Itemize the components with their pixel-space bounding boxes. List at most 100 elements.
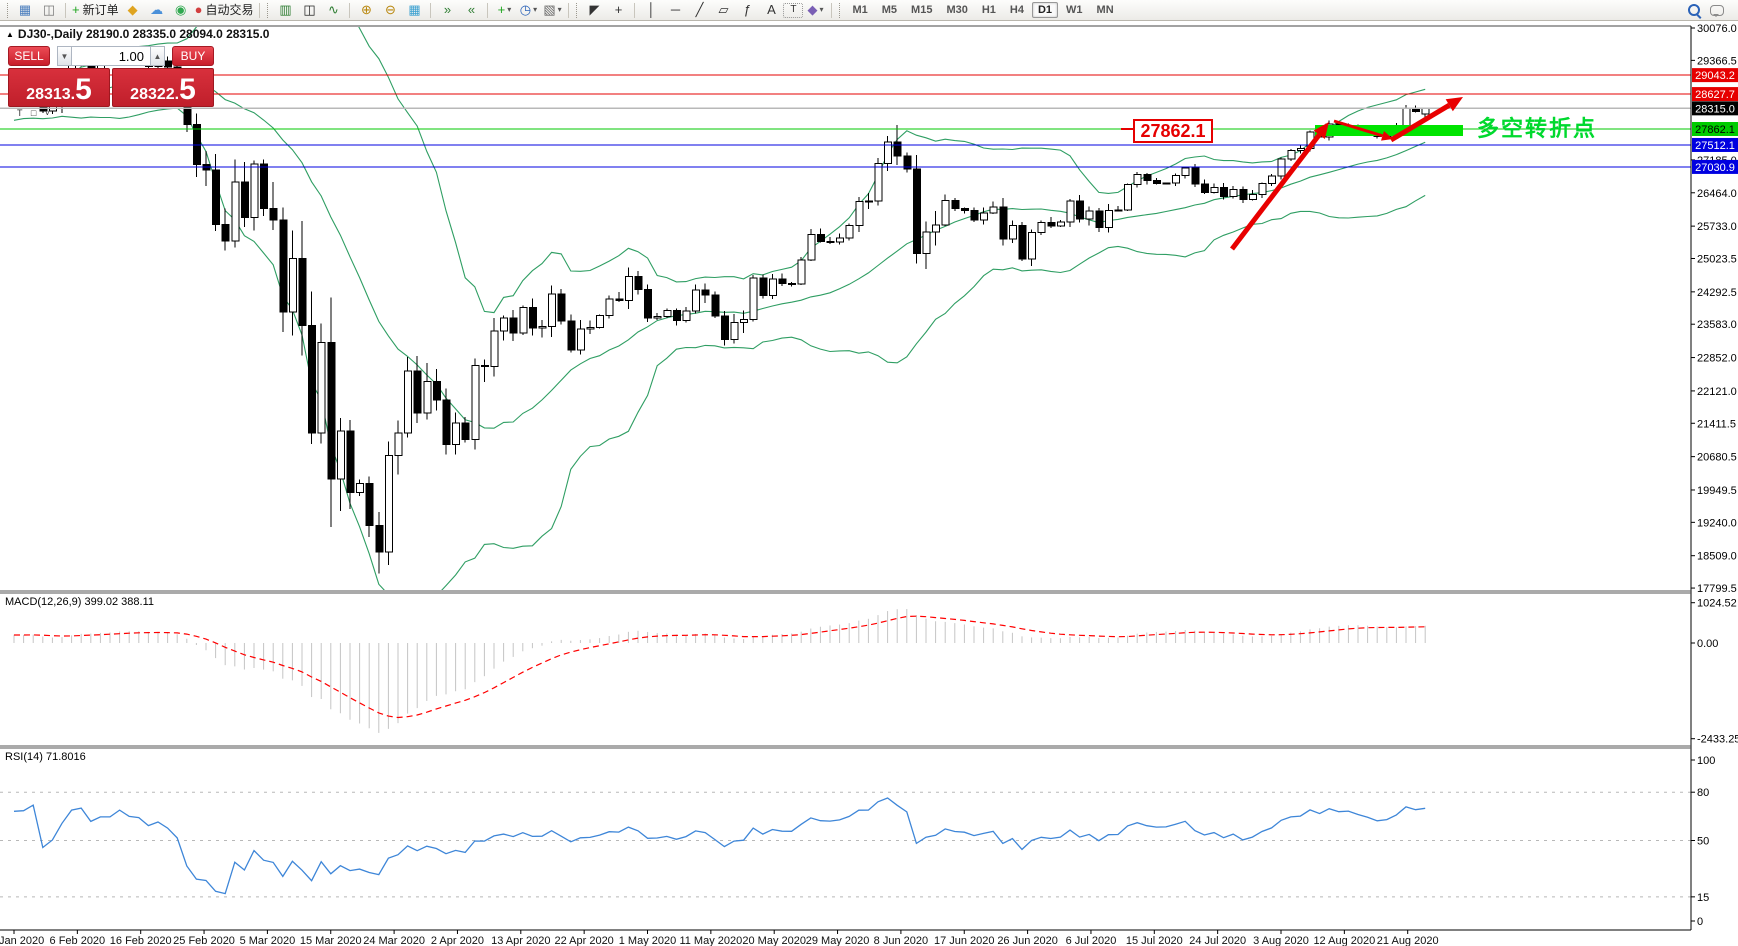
indicators-icon[interactable]: + ▾ xyxy=(492,1,516,19)
cursor-icon[interactable]: ◤ xyxy=(582,1,606,19)
svg-text:28 Jan 2020: 28 Jan 2020 xyxy=(0,935,44,946)
profiles-icon[interactable]: ◫ xyxy=(37,1,61,19)
svg-text:1 May 2020: 1 May 2020 xyxy=(619,935,676,946)
svg-text:2 Apr 2020: 2 Apr 2020 xyxy=(431,935,484,946)
deposit-icon[interactable]: ◆ xyxy=(121,1,145,19)
collapse-arrow-icon[interactable]: ▲ xyxy=(6,29,14,39)
buy-price-main: 28322 xyxy=(130,86,175,103)
timeframe-m30[interactable]: M30 xyxy=(946,4,968,16)
trendline-icon[interactable]: ╱ xyxy=(687,1,711,19)
autotrading-button-label: 自动交易 xyxy=(205,3,254,17)
volume-input[interactable] xyxy=(72,46,150,66)
svg-text:21411.5: 21411.5 xyxy=(1697,418,1736,430)
svg-text:26464.0: 26464.0 xyxy=(1697,188,1737,200)
zoom-in-icon: ⊕ xyxy=(361,2,372,17)
horizontal-line-icon: ─ xyxy=(670,2,681,17)
toolbar-separator xyxy=(634,2,636,18)
svg-text:5 Mar 2020: 5 Mar 2020 xyxy=(240,935,296,946)
svg-text:3 Aug 2020: 3 Aug 2020 xyxy=(1253,935,1309,946)
svg-text:15 Mar 2020: 15 Mar 2020 xyxy=(300,935,362,946)
line-chart-mode-icon[interactable]: ∿ xyxy=(321,1,345,19)
svg-text:28315.0: 28315.0 xyxy=(1695,103,1735,115)
sell-price-pips: 5 xyxy=(75,73,92,107)
bar-chart-mode-icon[interactable]: ▥ xyxy=(273,1,297,19)
periods-icon: ◷ xyxy=(519,2,532,17)
toolbar-separator xyxy=(831,2,833,18)
svg-text:27512.1: 27512.1 xyxy=(1695,140,1735,152)
cursor-icon: ◤ xyxy=(589,2,600,17)
community-icon[interactable]: ☁ xyxy=(145,1,169,19)
timeframe-h1[interactable]: H1 xyxy=(981,4,996,16)
buy-button[interactable]: BUY xyxy=(172,46,214,66)
zoom-out-icon: ⊖ xyxy=(385,2,396,17)
timeframe-mn[interactable]: MN xyxy=(1096,4,1114,16)
dropdown-arrow-icon[interactable]: ▾ xyxy=(507,5,512,14)
vertical-line-icon: │ xyxy=(647,2,656,17)
toolbar-separator xyxy=(568,2,570,18)
price-annotation-box[interactable]: 27862.1 xyxy=(1133,119,1213,143)
timeframe-w1[interactable]: W1 xyxy=(1066,4,1083,16)
timeframe-m5[interactable]: M5 xyxy=(881,4,898,16)
buy-price-box[interactable]: 28322. 5 xyxy=(112,68,214,107)
svg-text:17 Jun 2020: 17 Jun 2020 xyxy=(934,935,995,946)
new-order-button[interactable]: + 新订单 xyxy=(70,1,121,19)
indicators-icon: + xyxy=(497,2,506,17)
toolbar-separator xyxy=(349,2,351,18)
equidistant-channel-icon[interactable]: ▱ xyxy=(711,1,735,19)
templates-icon: ▧ xyxy=(543,2,556,17)
object-anchor-marks[interactable]: T □ ˅ xyxy=(17,108,54,118)
periods-icon[interactable]: ◷ ▾ xyxy=(516,1,540,19)
svg-text:11 May 2020: 11 May 2020 xyxy=(679,935,742,946)
zoom-in-icon[interactable]: ⊕ xyxy=(354,1,378,19)
equidistant-channel-icon: ▱ xyxy=(718,2,729,17)
timeframe-h4[interactable]: H4 xyxy=(1009,4,1024,16)
svg-text:20 May 2020: 20 May 2020 xyxy=(742,935,806,946)
shapes-icon[interactable]: ◆ ▾ xyxy=(803,1,827,19)
text-icon: A xyxy=(767,2,776,17)
text-label-icon[interactable]: T xyxy=(783,2,804,18)
dropdown-arrow-icon[interactable]: ▾ xyxy=(533,5,538,14)
text-icon[interactable]: A xyxy=(759,1,783,19)
timeframe-d1[interactable]: D1 xyxy=(1031,2,1059,18)
sell-button[interactable]: SELL xyxy=(8,46,50,66)
macd-indicator-label: MACD(12,26,9) 399.02 388.11 xyxy=(5,596,154,608)
volume-decrease-button[interactable]: ▼ xyxy=(57,46,72,66)
fibonacci-icon[interactable]: ƒ xyxy=(735,1,759,19)
svg-text:80: 80 xyxy=(1697,787,1709,799)
tile-windows-icon[interactable]: ▦ xyxy=(402,1,426,19)
toolbar-separator xyxy=(259,2,261,18)
candlestick-mode-icon[interactable]: ◫ xyxy=(297,1,321,19)
auto-scroll-icon[interactable]: » xyxy=(435,1,459,19)
horizontal-line-icon[interactable]: ─ xyxy=(663,1,687,19)
toolbar-grip xyxy=(7,2,10,18)
svg-text:22 Apr 2020: 22 Apr 2020 xyxy=(554,935,613,946)
turning-point-label[interactable]: 多空转折点 xyxy=(1477,116,1598,141)
templates-icon[interactable]: ▧ ▾ xyxy=(540,1,564,19)
crosshair-icon[interactable]: + xyxy=(606,1,630,19)
new-chart-icon[interactable]: ▦ xyxy=(13,1,37,19)
timeframe-m15[interactable]: M15 xyxy=(911,4,933,16)
vertical-line-icon[interactable]: │ xyxy=(639,1,663,19)
volume-stepper: ▼ ▲ xyxy=(57,46,165,66)
chat-icon[interactable] xyxy=(1710,4,1724,17)
chart-shift-icon[interactable]: « xyxy=(459,1,483,19)
svg-text:27862.1: 27862.1 xyxy=(1695,124,1735,136)
svg-text:13 Apr 2020: 13 Apr 2020 xyxy=(491,935,550,946)
svg-text:26 Jun 2020: 26 Jun 2020 xyxy=(997,935,1058,946)
rsi-indicator-label: RSI(14) 71.8016 xyxy=(5,751,86,763)
dropdown-arrow-icon[interactable]: ▾ xyxy=(557,5,562,14)
autotrading-button[interactable]: ● 自动交易 xyxy=(193,1,256,19)
volume-increase-button[interactable]: ▲ xyxy=(150,46,165,66)
signals-icon: ◉ xyxy=(174,2,187,17)
zoom-out-icon[interactable]: ⊖ xyxy=(378,1,402,19)
signals-icon[interactable]: ◉ xyxy=(169,1,193,19)
dropdown-arrow-icon[interactable]: ▾ xyxy=(819,5,824,14)
bar-chart-mode-icon: ▥ xyxy=(279,2,292,17)
sell-price-box[interactable]: 28313. 5 xyxy=(8,68,110,107)
svg-text:16 Feb 2020: 16 Feb 2020 xyxy=(110,935,172,946)
search-icon[interactable] xyxy=(1688,4,1700,16)
svg-text:22852.0: 22852.0 xyxy=(1697,353,1737,365)
timeframe-m1[interactable]: M1 xyxy=(852,4,868,16)
chart-title-text: DJ30-,Daily 28190.0 28335.0 28094.0 2831… xyxy=(17,27,270,41)
